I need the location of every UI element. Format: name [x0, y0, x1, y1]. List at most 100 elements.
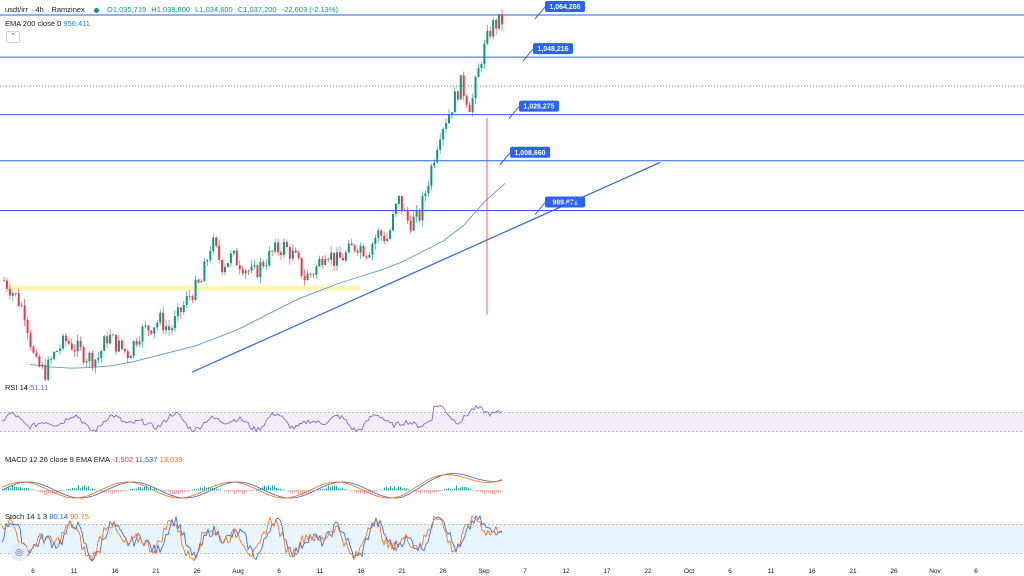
- candle-body: [253, 265, 256, 267]
- level-label-box: [519, 100, 559, 112]
- x-tick-label: Oct: [684, 568, 694, 575]
- macd-hist-bar: [168, 490, 169, 492]
- candle-body: [306, 273, 309, 280]
- macd-hist-bar: [284, 489, 285, 491]
- ema-200-line: [29, 183, 506, 369]
- time-axis: 6 11 16 21 26 Aug 6 11 16 21 26 Sep 7 12 17 22 Oct 6 11 16 2…: [31, 568, 978, 575]
- candle-body: [371, 243, 374, 255]
- candle-body: [165, 326, 168, 331]
- x-tick-label: 11: [768, 568, 775, 575]
- macd-hist-bar: [12, 485, 13, 491]
- candle-body: [97, 357, 100, 360]
- candle-body: [185, 296, 188, 305]
- candle-body: [318, 258, 321, 267]
- macd-hist-bar: [80, 488, 81, 491]
- chevron-up-icon[interactable]: ⌃: [6, 31, 20, 43]
- stoch-d-line: [1, 515, 503, 563]
- macd-hist-bar: [50, 490, 51, 494]
- candle-body: [259, 261, 262, 278]
- macd-hist-bar: [468, 488, 469, 491]
- x-tick-label: 26: [439, 568, 447, 575]
- macd-hist-bar: [44, 490, 45, 495]
- rsi-value: 51.11: [30, 383, 49, 392]
- candle-body: [229, 253, 232, 264]
- candle-body: [445, 123, 448, 129]
- candle-body: [41, 364, 44, 367]
- macd-hist-bar: [114, 490, 115, 493]
- candle-body: [135, 341, 138, 345]
- candle-body: [377, 230, 380, 238]
- x-tick-label: 11: [317, 568, 324, 575]
- macd-hist-bar: [180, 490, 181, 493]
- macd-hist-bar: [290, 490, 291, 493]
- macd-hist-bar: [40, 490, 41, 493]
- macd-hist-bar: [308, 490, 309, 493]
- candle-body: [439, 139, 442, 150]
- macd-hist-bar: [274, 485, 275, 491]
- macd-hist-bar: [204, 486, 205, 491]
- candle-body: [200, 281, 203, 283]
- macd-hist-bar: [174, 490, 175, 494]
- macd-hist-bar: [448, 487, 449, 491]
- candle-body: [309, 273, 312, 275]
- candle-body: [392, 214, 395, 231]
- macd-hist-bar: [472, 489, 473, 491]
- macd-legend[interactable]: MACD 12 26 close 9 EMA EMA -1,502 11,537…: [5, 455, 183, 464]
- level-pointer: [534, 6, 546, 20]
- macd-hist-bar: [140, 486, 141, 491]
- macd-hist-bar: [218, 489, 219, 491]
- macd-hist-bar: [232, 490, 233, 492]
- macd-hist-bar: [70, 488, 71, 491]
- candle-body: [35, 352, 38, 357]
- candle-body: [32, 346, 35, 353]
- macd-hist-bar: [258, 488, 259, 491]
- x-tick-label: 21: [398, 568, 406, 575]
- candle-body: [274, 242, 277, 252]
- candle-body: [383, 235, 386, 242]
- stoch-legend[interactable]: Stoch 14 1 3 80.14 90.75: [5, 512, 89, 521]
- macd-hist-bar: [250, 490, 251, 491]
- macd-hist-bar: [356, 490, 357, 494]
- candle-body: [191, 296, 194, 300]
- macd-hist-bar: [200, 487, 201, 491]
- macd-hist-bar: [370, 490, 371, 494]
- macd-hist-bar: [494, 490, 495, 495]
- rsi-legend[interactable]: RSI 14 51.11: [5, 383, 48, 392]
- macd-hist-bar: [84, 485, 85, 491]
- macd-hist-bar: [118, 490, 119, 492]
- macd-hist-bar: [172, 490, 173, 495]
- candle-body: [459, 75, 462, 100]
- macd-hist-bar: [146, 485, 147, 491]
- macd-hist-bar: [404, 488, 405, 491]
- macd-hist-bar: [326, 488, 327, 491]
- x-tick-label: 21: [152, 568, 160, 575]
- macd-hist-bar: [334, 485, 335, 491]
- macd-hist-bar: [394, 486, 395, 491]
- x-tick-label: 21: [849, 568, 857, 575]
- candle-body: [176, 307, 179, 317]
- candle-body: [330, 252, 333, 260]
- macd-hist-bar: [36, 490, 37, 492]
- candle-body: [168, 326, 171, 330]
- macd-hist-bar: [130, 488, 131, 491]
- x-tick-label: 16: [111, 568, 119, 575]
- macd-hist-bar: [166, 490, 167, 492]
- level-pointer: [522, 48, 534, 62]
- macd-hist-bar: [192, 489, 193, 491]
- candle-body: [365, 256, 368, 258]
- macd-hist-bar: [396, 488, 397, 491]
- candle-body: [300, 258, 303, 276]
- macd-hist-bar: [328, 485, 329, 491]
- candle-body: [64, 335, 67, 342]
- macd-hist-bar: [230, 490, 231, 492]
- macd-hist-bar: [242, 490, 243, 495]
- macd-hist-bar: [132, 488, 133, 491]
- candle-body: [147, 325, 150, 331]
- ema-legend[interactable]: EMA 200 close 0 956,411: [5, 19, 90, 28]
- macd-hist-bar: [240, 490, 241, 492]
- macd-hist-bar: [378, 490, 379, 491]
- candle-body: [486, 30, 489, 44]
- macd-hist-bar: [108, 490, 109, 494]
- macd-hist-bar: [94, 489, 95, 491]
